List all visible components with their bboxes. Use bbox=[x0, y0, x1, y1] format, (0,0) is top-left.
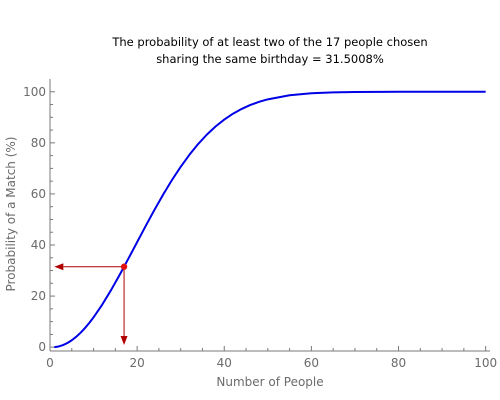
x-tick-label: 20 bbox=[129, 356, 144, 370]
x-axis-label: Number of People bbox=[216, 375, 323, 389]
x-tick-label: 60 bbox=[304, 356, 319, 370]
annotations bbox=[54, 263, 128, 345]
arrow-to-y-axis-head bbox=[54, 263, 64, 271]
series-layer bbox=[54, 90, 486, 349]
y-tick-label: 60 bbox=[31, 187, 46, 201]
x-tick-label: 80 bbox=[391, 356, 406, 370]
y-tick-label: 20 bbox=[31, 289, 46, 303]
y-axis-label: Probability of a Match (%) bbox=[4, 137, 18, 292]
axes bbox=[49, 79, 490, 352]
y-tick-label: 100 bbox=[23, 85, 46, 99]
ticks: 0 20 40 60 80 100 0 20 40 60 80 100 bbox=[23, 85, 497, 370]
highlight-point bbox=[120, 263, 128, 270]
chart-title-line-2: sharing the same birthday = 31.5008% bbox=[156, 52, 384, 66]
x-tick-label: 40 bbox=[217, 356, 232, 370]
y-tick-label: 0 bbox=[38, 340, 46, 354]
x-tick-label: 100 bbox=[474, 356, 497, 370]
chart-title-line-1: The probability of at least two of the 1… bbox=[111, 35, 427, 49]
x-tick-label: 0 bbox=[46, 356, 54, 370]
y-tick-label: 80 bbox=[31, 136, 46, 150]
arrow-to-x-axis-head bbox=[120, 336, 128, 345]
y-tick-label: 40 bbox=[31, 238, 46, 252]
probability-curve bbox=[54, 90, 486, 349]
